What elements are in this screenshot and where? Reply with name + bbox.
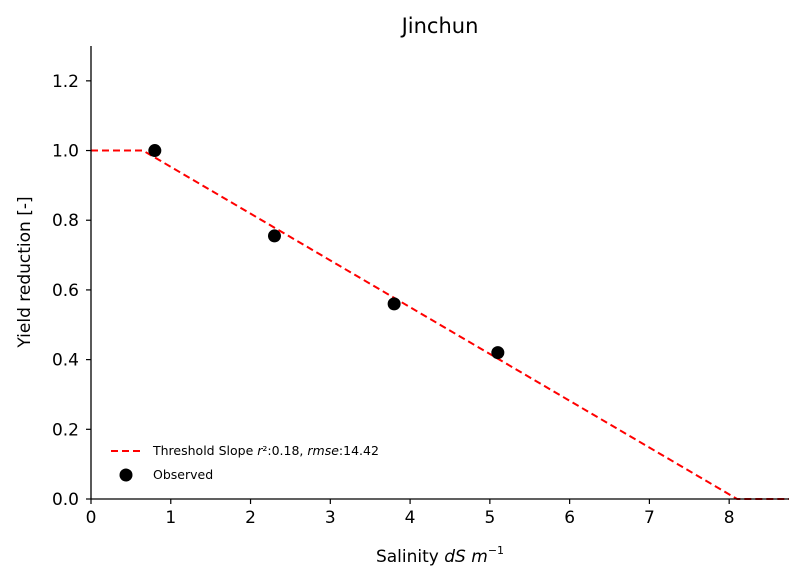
x-tick-label: 2 <box>245 508 256 528</box>
y-tick-label: 1.2 <box>52 72 79 92</box>
legend-label-threshold-slope: Threshold Slope r²:0.18, rmse:14.42 <box>152 443 379 458</box>
x-tick-label: 4 <box>405 508 416 528</box>
observed-point <box>387 297 401 311</box>
observed-point <box>148 144 162 158</box>
x-tick-label: 8 <box>724 508 735 528</box>
x-tick-label: 0 <box>86 508 97 528</box>
y-tick-label: 1.0 <box>52 142 79 162</box>
x-ticks: 0 1 2 3 4 5 6 7 8 <box>86 499 735 528</box>
x-tick-label: 3 <box>325 508 336 528</box>
threshold-slope-line <box>91 149 789 500</box>
legend-label-observed: Observed <box>153 467 213 482</box>
y-tick-label: 0.0 <box>52 490 79 510</box>
y-tick-label: 0.8 <box>52 211 79 231</box>
x-axis-label: Salinity dS m−1 <box>376 544 504 567</box>
legend: Threshold Slope r²:0.18, rmse:14.42 Obse… <box>111 443 379 482</box>
legend-marker-observed <box>119 468 133 482</box>
y-axis-label: Yield reduction [-] <box>15 196 35 348</box>
x-tick-label: 1 <box>165 508 176 528</box>
y-tick-label: 0.2 <box>52 420 79 440</box>
plot-area <box>91 144 789 500</box>
y-tick-label: 0.6 <box>52 281 79 301</box>
observed-point <box>267 229 281 243</box>
x-tick-label: 5 <box>484 508 495 528</box>
x-tick-label: 7 <box>644 508 655 528</box>
chart-title: Jinchun <box>400 14 479 38</box>
y-tick-label: 0.4 <box>52 351 79 371</box>
observed-point <box>491 346 505 360</box>
y-ticks: 0.0 0.2 0.4 0.6 0.8 1.0 1.2 <box>52 72 91 510</box>
x-tick-label: 6 <box>564 508 575 528</box>
